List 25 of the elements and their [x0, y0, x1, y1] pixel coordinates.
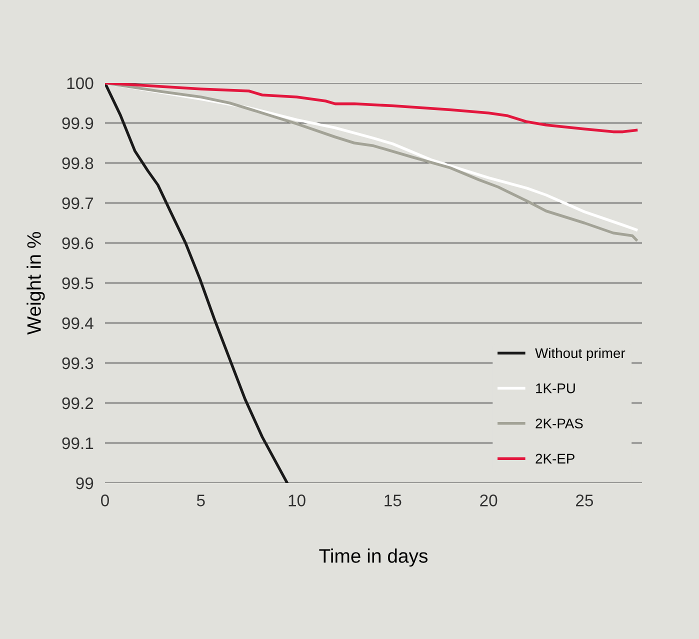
y-tick-label: 99.2: [62, 397, 94, 410]
y-tick-label: 99.8: [62, 157, 94, 170]
x-tick-label: 10: [288, 494, 306, 506]
x-tick-label: 0: [101, 494, 109, 506]
y-tick-label: 99.3: [62, 357, 94, 370]
x-axis-title: Time in days: [319, 548, 428, 567]
x-tick-label: 20: [480, 494, 498, 506]
y-tick-label: 99.4: [62, 317, 94, 330]
y-tick-label: 99.7: [62, 197, 94, 210]
y-tick-label: 99.6: [62, 237, 94, 250]
x-tick-label: 25: [576, 494, 594, 506]
y-axis-title: Weight in %: [26, 232, 45, 335]
x-tick-label: 5: [196, 494, 205, 506]
legend-label: 1K-PU: [536, 384, 575, 394]
line-series: [105, 83, 638, 134]
y-tick-label: 100: [67, 77, 94, 90]
y-tick-label: 99.1: [62, 437, 94, 450]
y-tick-label: 99.5: [62, 277, 94, 290]
line-series: [105, 83, 289, 483]
legend-label: 2K-EP: [536, 454, 574, 464]
y-tick-label: 99: [76, 477, 94, 490]
x-tick-label: 15: [384, 494, 402, 506]
legend-label: Without primer: [535, 348, 626, 361]
legend-label: 2K-PAS: [536, 418, 583, 428]
y-tick-label: 99.9: [62, 117, 94, 130]
